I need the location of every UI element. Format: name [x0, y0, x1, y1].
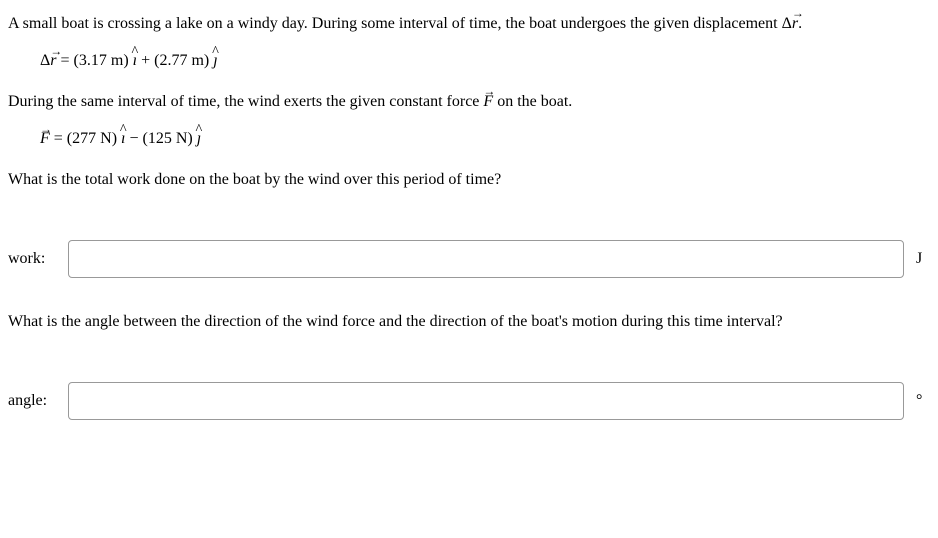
angle-label: angle: [8, 392, 56, 410]
vector-f: F [40, 130, 50, 148]
work-unit: J [916, 250, 930, 268]
delta-symbol: Δ [40, 52, 50, 69]
i-hat: ı [133, 52, 137, 70]
vector-r: r [792, 12, 798, 36]
eq-segment: + (2.77 m) [137, 52, 213, 69]
question-1: What is the total work done on the boat … [8, 168, 930, 192]
angle-input-row: angle: ° [8, 382, 930, 420]
text-segment: During the same interval of time, the wi… [8, 93, 483, 110]
text-segment: A small boat is crossing a lake on a win… [8, 15, 782, 32]
work-input-row: work: J [8, 240, 930, 278]
force-equation: F = (277 N) ı − (125 N) ȷ [40, 130, 930, 148]
text-segment: on the boat. [493, 93, 572, 110]
work-label: work: [8, 250, 56, 268]
j-hat: ȷ [213, 52, 217, 70]
eq-segment: − (125 N) [125, 130, 196, 147]
work-input[interactable] [68, 240, 904, 278]
angle-input[interactable] [68, 382, 904, 420]
delta-symbol: Δ [782, 15, 792, 32]
question-2: What is the angle between the direction … [8, 310, 930, 334]
displacement-equation: Δr = (3.17 m) ı + (2.77 m) ȷ [40, 52, 930, 70]
vector-r: r [50, 52, 56, 70]
problem-text-2: During the same interval of time, the wi… [8, 90, 930, 114]
vector-f: F [483, 90, 493, 114]
angle-unit: ° [916, 392, 930, 410]
eq-segment: = (277 N) [50, 130, 121, 147]
eq-segment: = (3.17 m) [57, 52, 133, 69]
f-symbol: F [483, 93, 493, 110]
i-hat: ı [121, 130, 125, 148]
j-hat: ȷ [197, 130, 201, 148]
r-symbol: r [792, 15, 798, 32]
f-symbol: F [40, 130, 50, 147]
r-symbol: r [50, 52, 56, 69]
problem-text-1: A small boat is crossing a lake on a win… [8, 12, 930, 36]
